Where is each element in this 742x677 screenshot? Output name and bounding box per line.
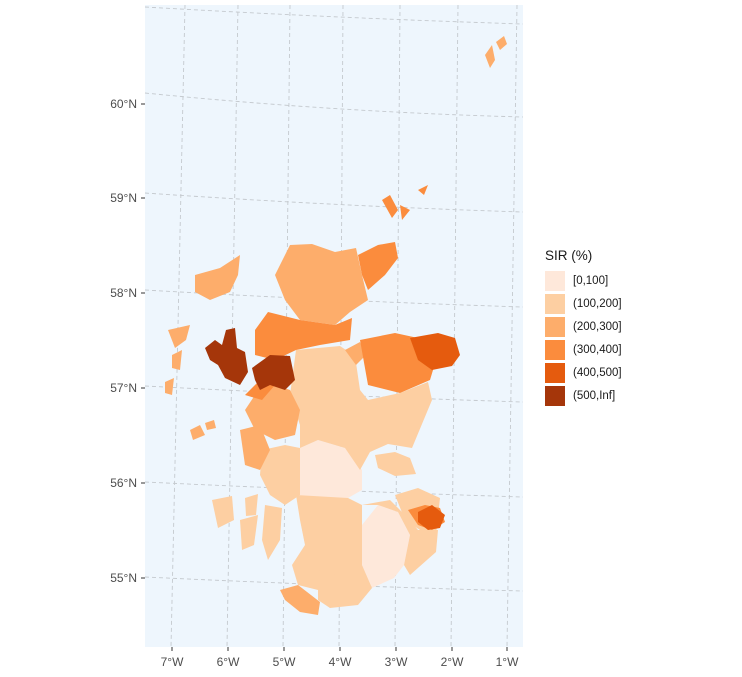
meridian-2w (450, 4, 459, 648)
region-harris (195, 255, 240, 300)
meridian-6w (226, 4, 239, 648)
region-borders (362, 500, 438, 575)
region-benbecula (172, 350, 182, 370)
region-tayside (375, 452, 416, 476)
lon-label-4w: 4°W (329, 655, 352, 669)
lat-label-55n: 55°N (110, 571, 137, 585)
legend-swatch (545, 362, 565, 383)
parallel-59n (144, 192, 524, 213)
regions-500-inf (205, 328, 295, 390)
region-argyll (260, 445, 300, 505)
region-shetland-mainland (485, 45, 495, 68)
parallel-top (144, 6, 524, 25)
region-tiree (205, 420, 216, 430)
legend-swatch (545, 385, 565, 406)
lon-label-1w: 1°W (496, 655, 519, 669)
region-caithness (358, 242, 398, 290)
legend-item: (300,400] (545, 338, 622, 361)
region-ross-cromarty (255, 312, 352, 360)
legend-swatch (545, 293, 565, 314)
legend-item: [0,100] (545, 269, 622, 292)
lon-label-7w: 7°W (161, 655, 184, 669)
region-moray (345, 342, 366, 365)
legend-swatch (545, 270, 565, 291)
regions (165, 36, 507, 615)
region-skye (205, 328, 248, 385)
legend-title: SIR (%) (545, 248, 593, 263)
lon-label-3w: 3°W (385, 655, 408, 669)
regions-100-200 (212, 346, 440, 608)
region-coll (190, 425, 205, 440)
lat-label-58n: 58°N (110, 286, 137, 300)
parallel-60n (144, 92, 524, 118)
legend-label: (200,300] (573, 320, 622, 333)
legend-label: (400,500] (573, 366, 622, 379)
legend-swatch (545, 316, 565, 337)
region-islay (240, 515, 258, 550)
region-dumfries-east (362, 505, 410, 588)
region-uist (168, 325, 190, 348)
region-jura (245, 494, 258, 516)
regions-400-500 (410, 333, 460, 530)
legend: SIR (%) [0,100] (100,200] (200,300] (300… (545, 248, 622, 407)
region-orkney-north (418, 185, 428, 195)
meridian-5w (282, 4, 291, 648)
lon-label-6w: 6°W (217, 655, 240, 669)
region-aberdeen-city (410, 333, 460, 370)
region-mull (212, 496, 234, 528)
lat-tick-labels: 60°N 59°N 58°N 57°N 56°N 55°N (110, 97, 137, 585)
lat-label-56n: 56°N (110, 476, 137, 490)
legend-swatch (545, 339, 565, 360)
region-edinburgh (418, 505, 445, 530)
legend-item: (200,300] (545, 315, 622, 338)
region-sutherland (275, 244, 368, 325)
lon-label-2w: 2°W (441, 655, 464, 669)
legend-item: (100,200] (545, 292, 622, 315)
region-barra (165, 378, 174, 395)
region-highland-central (290, 346, 432, 470)
region-orkney-east (400, 205, 410, 220)
legend-label: (100,200] (573, 297, 622, 310)
lon-label-5w: 5°W (273, 655, 296, 669)
legend-label: (500,Inf] (573, 389, 616, 402)
region-shetland-north (496, 36, 507, 50)
region-borders-lanark (300, 440, 362, 505)
axis-ticks (141, 103, 508, 651)
legend-item: (400,500] (545, 361, 622, 384)
region-galloway-west (280, 585, 320, 615)
region-arran (268, 525, 278, 545)
region-orkney-main (382, 195, 398, 218)
lat-label-57n: 57°N (110, 381, 137, 395)
regions-0-100 (300, 440, 410, 588)
legend-label: [0,100] (573, 274, 609, 287)
meridian-1w (506, 4, 518, 648)
legend-item: (500,Inf] (545, 384, 622, 407)
lon-tick-labels: 7°W 6°W 5°W 4°W 3°W 2°W 1°W (161, 655, 519, 669)
legend-label: (300,400] (573, 343, 622, 356)
region-lochaber (240, 425, 270, 470)
lat-label-59n: 59°N (110, 191, 137, 205)
region-galloway (318, 570, 345, 608)
lat-label-60n: 60°N (110, 97, 137, 111)
region-lochalsh (252, 355, 295, 390)
meridian-7w (170, 4, 186, 648)
region-glasgow-ayr (292, 495, 372, 608)
